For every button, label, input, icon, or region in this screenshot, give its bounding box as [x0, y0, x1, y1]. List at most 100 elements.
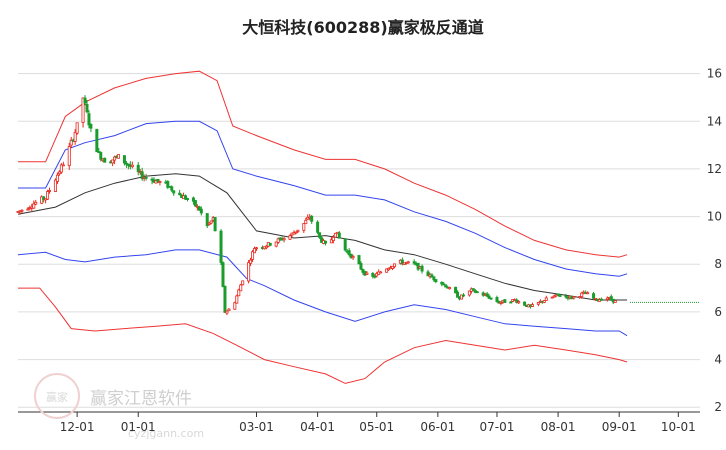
- candle-body: [459, 294, 463, 300]
- candle-body: [48, 190, 52, 192]
- candle-body: [207, 222, 211, 225]
- candle-body: [412, 261, 416, 264]
- candle-body: [599, 298, 603, 301]
- candle-body: [193, 200, 197, 207]
- candle-body: [294, 231, 298, 234]
- candle-body: [499, 301, 503, 304]
- candle-body: [40, 196, 44, 204]
- candle-body: [85, 103, 89, 113]
- candle-body: [343, 238, 347, 251]
- candle-body: [558, 295, 562, 297]
- candle-body: [67, 146, 71, 167]
- x-tick-label: 03-01: [239, 420, 274, 434]
- candle-body: [503, 299, 507, 303]
- candle-body: [288, 235, 292, 240]
- candle-body: [144, 176, 148, 179]
- candle-body: [385, 268, 389, 273]
- band-middle-line: [17, 173, 628, 301]
- candle-body: [416, 262, 420, 270]
- band-outer-lower-line: [18, 287, 628, 384]
- candle-body: [170, 186, 174, 191]
- candle-body: [57, 171, 61, 175]
- y-tick-label: 8: [714, 257, 722, 271]
- candle-body: [89, 123, 93, 129]
- candle-body: [46, 191, 50, 200]
- candle-body: [69, 139, 73, 146]
- candle-body: [140, 171, 144, 180]
- candle-body: [467, 290, 471, 296]
- candle-body: [487, 295, 491, 299]
- watermark-seal-text: 赢家: [46, 390, 68, 404]
- candle-body: [249, 259, 253, 264]
- candle-body: [454, 286, 458, 294]
- candle-body: [253, 248, 257, 254]
- candle-body: [26, 208, 30, 211]
- candle-body: [209, 220, 213, 224]
- x-tick-label: 05-01: [359, 420, 394, 434]
- candle-body: [233, 302, 237, 310]
- candle-body: [351, 256, 355, 259]
- candle-body: [117, 154, 121, 159]
- band-outer-upper-line: [18, 70, 628, 258]
- candle-body: [156, 178, 160, 182]
- watermark-seal-icon: [34, 373, 80, 419]
- candle-body: [292, 232, 296, 235]
- candle-body: [205, 213, 209, 227]
- x-tick-label: 09-01: [602, 420, 637, 434]
- candle-body: [264, 245, 268, 249]
- candle-body: [609, 296, 613, 301]
- candle-body: [592, 293, 596, 299]
- candle-body: [329, 239, 333, 244]
- y-tick-label: 10: [707, 210, 722, 224]
- chart-title: 大恒科技(600288)赢家极反通道: [242, 18, 484, 37]
- candle-body: [199, 208, 203, 214]
- candle-body: [75, 122, 79, 134]
- watermark-brand: 赢家江恩软件: [90, 389, 192, 409]
- candle-body: [316, 221, 320, 233]
- candle-body: [379, 271, 383, 274]
- candle-body: [186, 198, 190, 200]
- candle-body: [580, 292, 584, 297]
- candle-body: [184, 195, 188, 200]
- candle-body: [178, 192, 182, 196]
- candle-body: [197, 206, 201, 211]
- candle-body: [331, 236, 335, 241]
- candle-body: [471, 288, 475, 291]
- band-inner-lower-line: [17, 249, 628, 337]
- candle-body: [456, 291, 460, 298]
- candle-body: [83, 97, 87, 104]
- candle-body: [461, 294, 465, 297]
- candle-body: [247, 262, 251, 282]
- candle-body: [578, 296, 582, 298]
- candle-body: [274, 241, 278, 247]
- y-tick-label: 12: [707, 162, 722, 176]
- candle-body: [320, 237, 324, 243]
- candle-body: [430, 274, 434, 278]
- candle-body: [251, 251, 255, 260]
- candle-body: [158, 181, 162, 183]
- candle-body: [469, 288, 473, 292]
- candle-body: [191, 197, 195, 202]
- candle-body: [361, 269, 365, 273]
- candle-body: [296, 229, 300, 232]
- candle-body: [349, 253, 353, 259]
- x-tick-label: 01-01: [121, 420, 156, 434]
- candle-body: [53, 179, 57, 192]
- candle-body: [213, 217, 217, 232]
- band-inner-upper-line: [18, 120, 628, 277]
- candle-body: [347, 250, 351, 256]
- y-tick-label: 2: [714, 400, 722, 414]
- candle-body: [241, 280, 245, 286]
- x-tick-label: 08-01: [541, 420, 576, 434]
- candle-body: [166, 181, 170, 188]
- candle-body: [318, 232, 322, 238]
- candle-body: [172, 190, 176, 194]
- candle-body: [103, 157, 107, 163]
- candle-body: [333, 232, 337, 238]
- y-tick-label: 14: [707, 114, 722, 128]
- candle-body: [55, 174, 59, 182]
- candle-body: [442, 283, 446, 286]
- candle-body: [73, 131, 77, 142]
- candle-body: [323, 240, 327, 244]
